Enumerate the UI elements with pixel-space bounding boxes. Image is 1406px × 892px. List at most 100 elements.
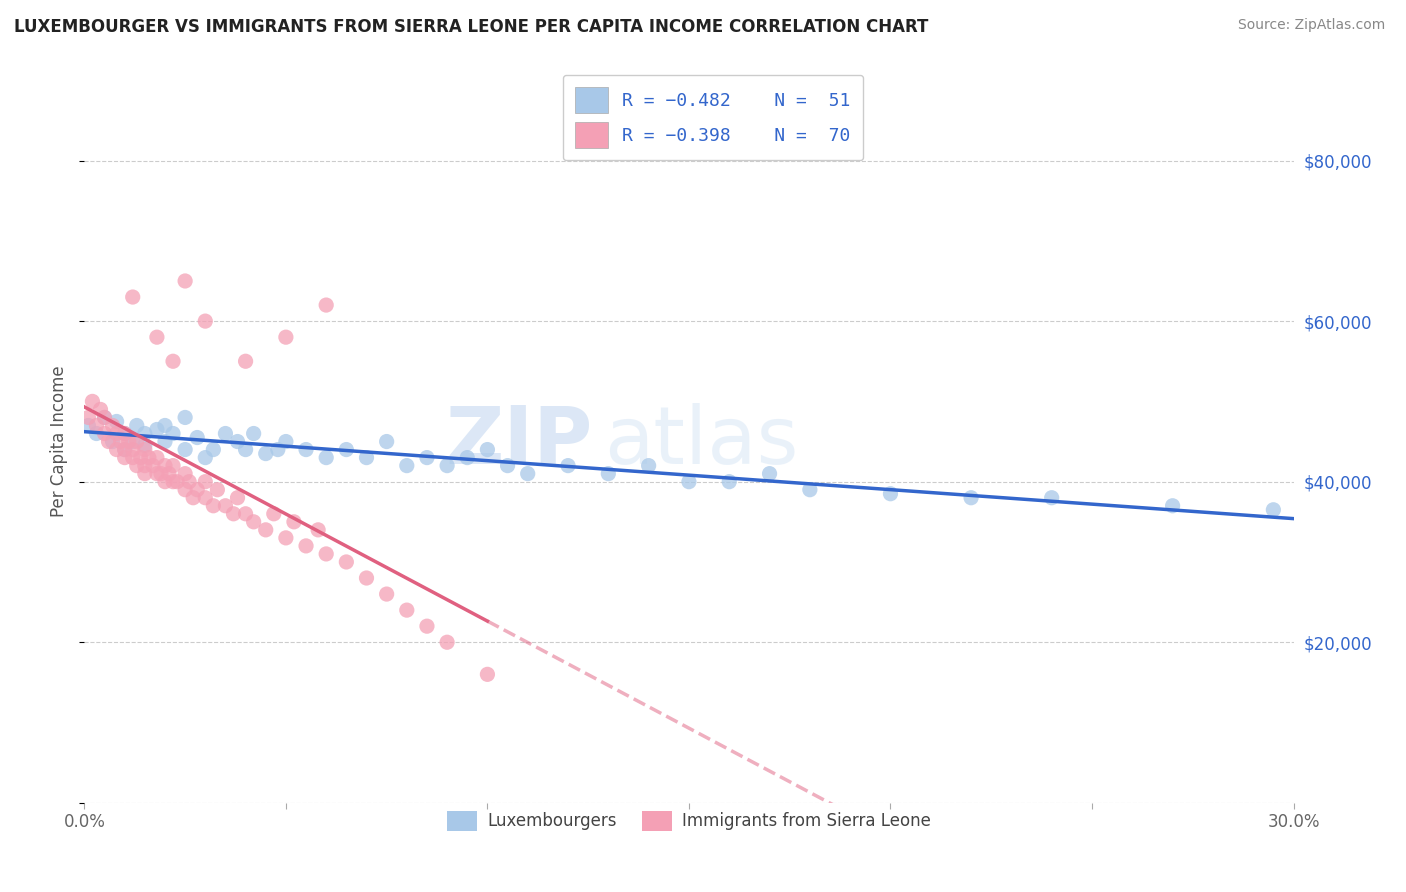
Point [307, 523, 329, 537]
Point [194, 491, 217, 505]
Point [134, 458, 156, 473]
Point [637, 458, 659, 473]
Point [207, 483, 229, 497]
Point [263, 507, 285, 521]
Point [214, 426, 236, 441]
Point [129, 450, 152, 465]
Point [395, 603, 418, 617]
Point [960, 491, 983, 505]
Point [436, 635, 458, 649]
Point [1040, 491, 1063, 505]
Point [86, 418, 108, 433]
Point [799, 483, 821, 497]
Point [93, 426, 115, 441]
Point [226, 491, 249, 505]
Point [477, 667, 499, 681]
Point [202, 499, 225, 513]
Point [125, 418, 148, 433]
Point [226, 434, 249, 449]
Point [134, 438, 156, 452]
Point [174, 467, 197, 481]
Point [516, 467, 538, 481]
Point [121, 290, 143, 304]
Point [121, 450, 143, 465]
Point [146, 467, 169, 481]
Point [118, 434, 141, 449]
Point [142, 458, 165, 473]
Point [174, 410, 197, 425]
Point [162, 426, 184, 441]
Point [162, 458, 184, 473]
Point [77, 418, 100, 433]
Point [477, 442, 499, 457]
Point [254, 446, 277, 460]
Point [134, 426, 156, 441]
Legend: Luxembourgers, Immigrants from Sierra Leone: Luxembourgers, Immigrants from Sierra Le… [440, 805, 938, 838]
Point [153, 475, 176, 489]
Point [153, 434, 176, 449]
Point [194, 475, 217, 489]
Point [295, 539, 318, 553]
Point [718, 475, 741, 489]
Point [114, 426, 136, 441]
Point [456, 450, 478, 465]
Point [295, 442, 318, 457]
Point [335, 555, 357, 569]
Point [101, 418, 124, 433]
Point [121, 442, 143, 457]
Point [335, 442, 357, 457]
Point [356, 571, 378, 585]
Point [174, 442, 197, 457]
Point [395, 458, 418, 473]
Y-axis label: Per Capita Income: Per Capita Income [51, 366, 69, 517]
Point [222, 507, 245, 521]
Point [214, 499, 236, 513]
Point [179, 475, 201, 489]
Point [162, 475, 184, 489]
Point [235, 354, 257, 368]
Point [315, 450, 337, 465]
Point [375, 587, 398, 601]
Point [153, 458, 176, 473]
Point [1161, 499, 1184, 513]
Point [93, 410, 115, 425]
Point [274, 434, 297, 449]
Point [181, 491, 204, 505]
Point [162, 354, 184, 368]
Point [202, 442, 225, 457]
Text: Source: ZipAtlas.com: Source: ZipAtlas.com [1237, 18, 1385, 32]
Point [254, 523, 277, 537]
Point [678, 475, 700, 489]
Point [283, 515, 305, 529]
Point [166, 475, 188, 489]
Point [598, 467, 620, 481]
Point [134, 467, 156, 481]
Point [879, 486, 901, 500]
Point [416, 619, 439, 633]
Point [267, 442, 290, 457]
Point [758, 467, 780, 481]
Point [194, 314, 217, 328]
Point [315, 547, 337, 561]
Point [77, 410, 100, 425]
Point [146, 330, 169, 344]
Point [356, 450, 378, 465]
Point [146, 422, 169, 436]
Point [153, 418, 176, 433]
Point [105, 426, 128, 441]
Point [496, 458, 519, 473]
Point [138, 450, 160, 465]
Point [114, 442, 136, 457]
Point [114, 442, 136, 457]
Point [186, 483, 208, 497]
Point [157, 467, 180, 481]
Point [416, 450, 439, 465]
Point [125, 434, 148, 449]
Point [97, 434, 120, 449]
Point [186, 430, 208, 444]
Point [375, 434, 398, 449]
Point [110, 434, 132, 449]
Text: atlas: atlas [605, 402, 799, 481]
Point [235, 442, 257, 457]
Text: LUXEMBOURGER VS IMMIGRANTS FROM SIERRA LEONE PER CAPITA INCOME CORRELATION CHART: LUXEMBOURGER VS IMMIGRANTS FROM SIERRA L… [14, 18, 928, 36]
